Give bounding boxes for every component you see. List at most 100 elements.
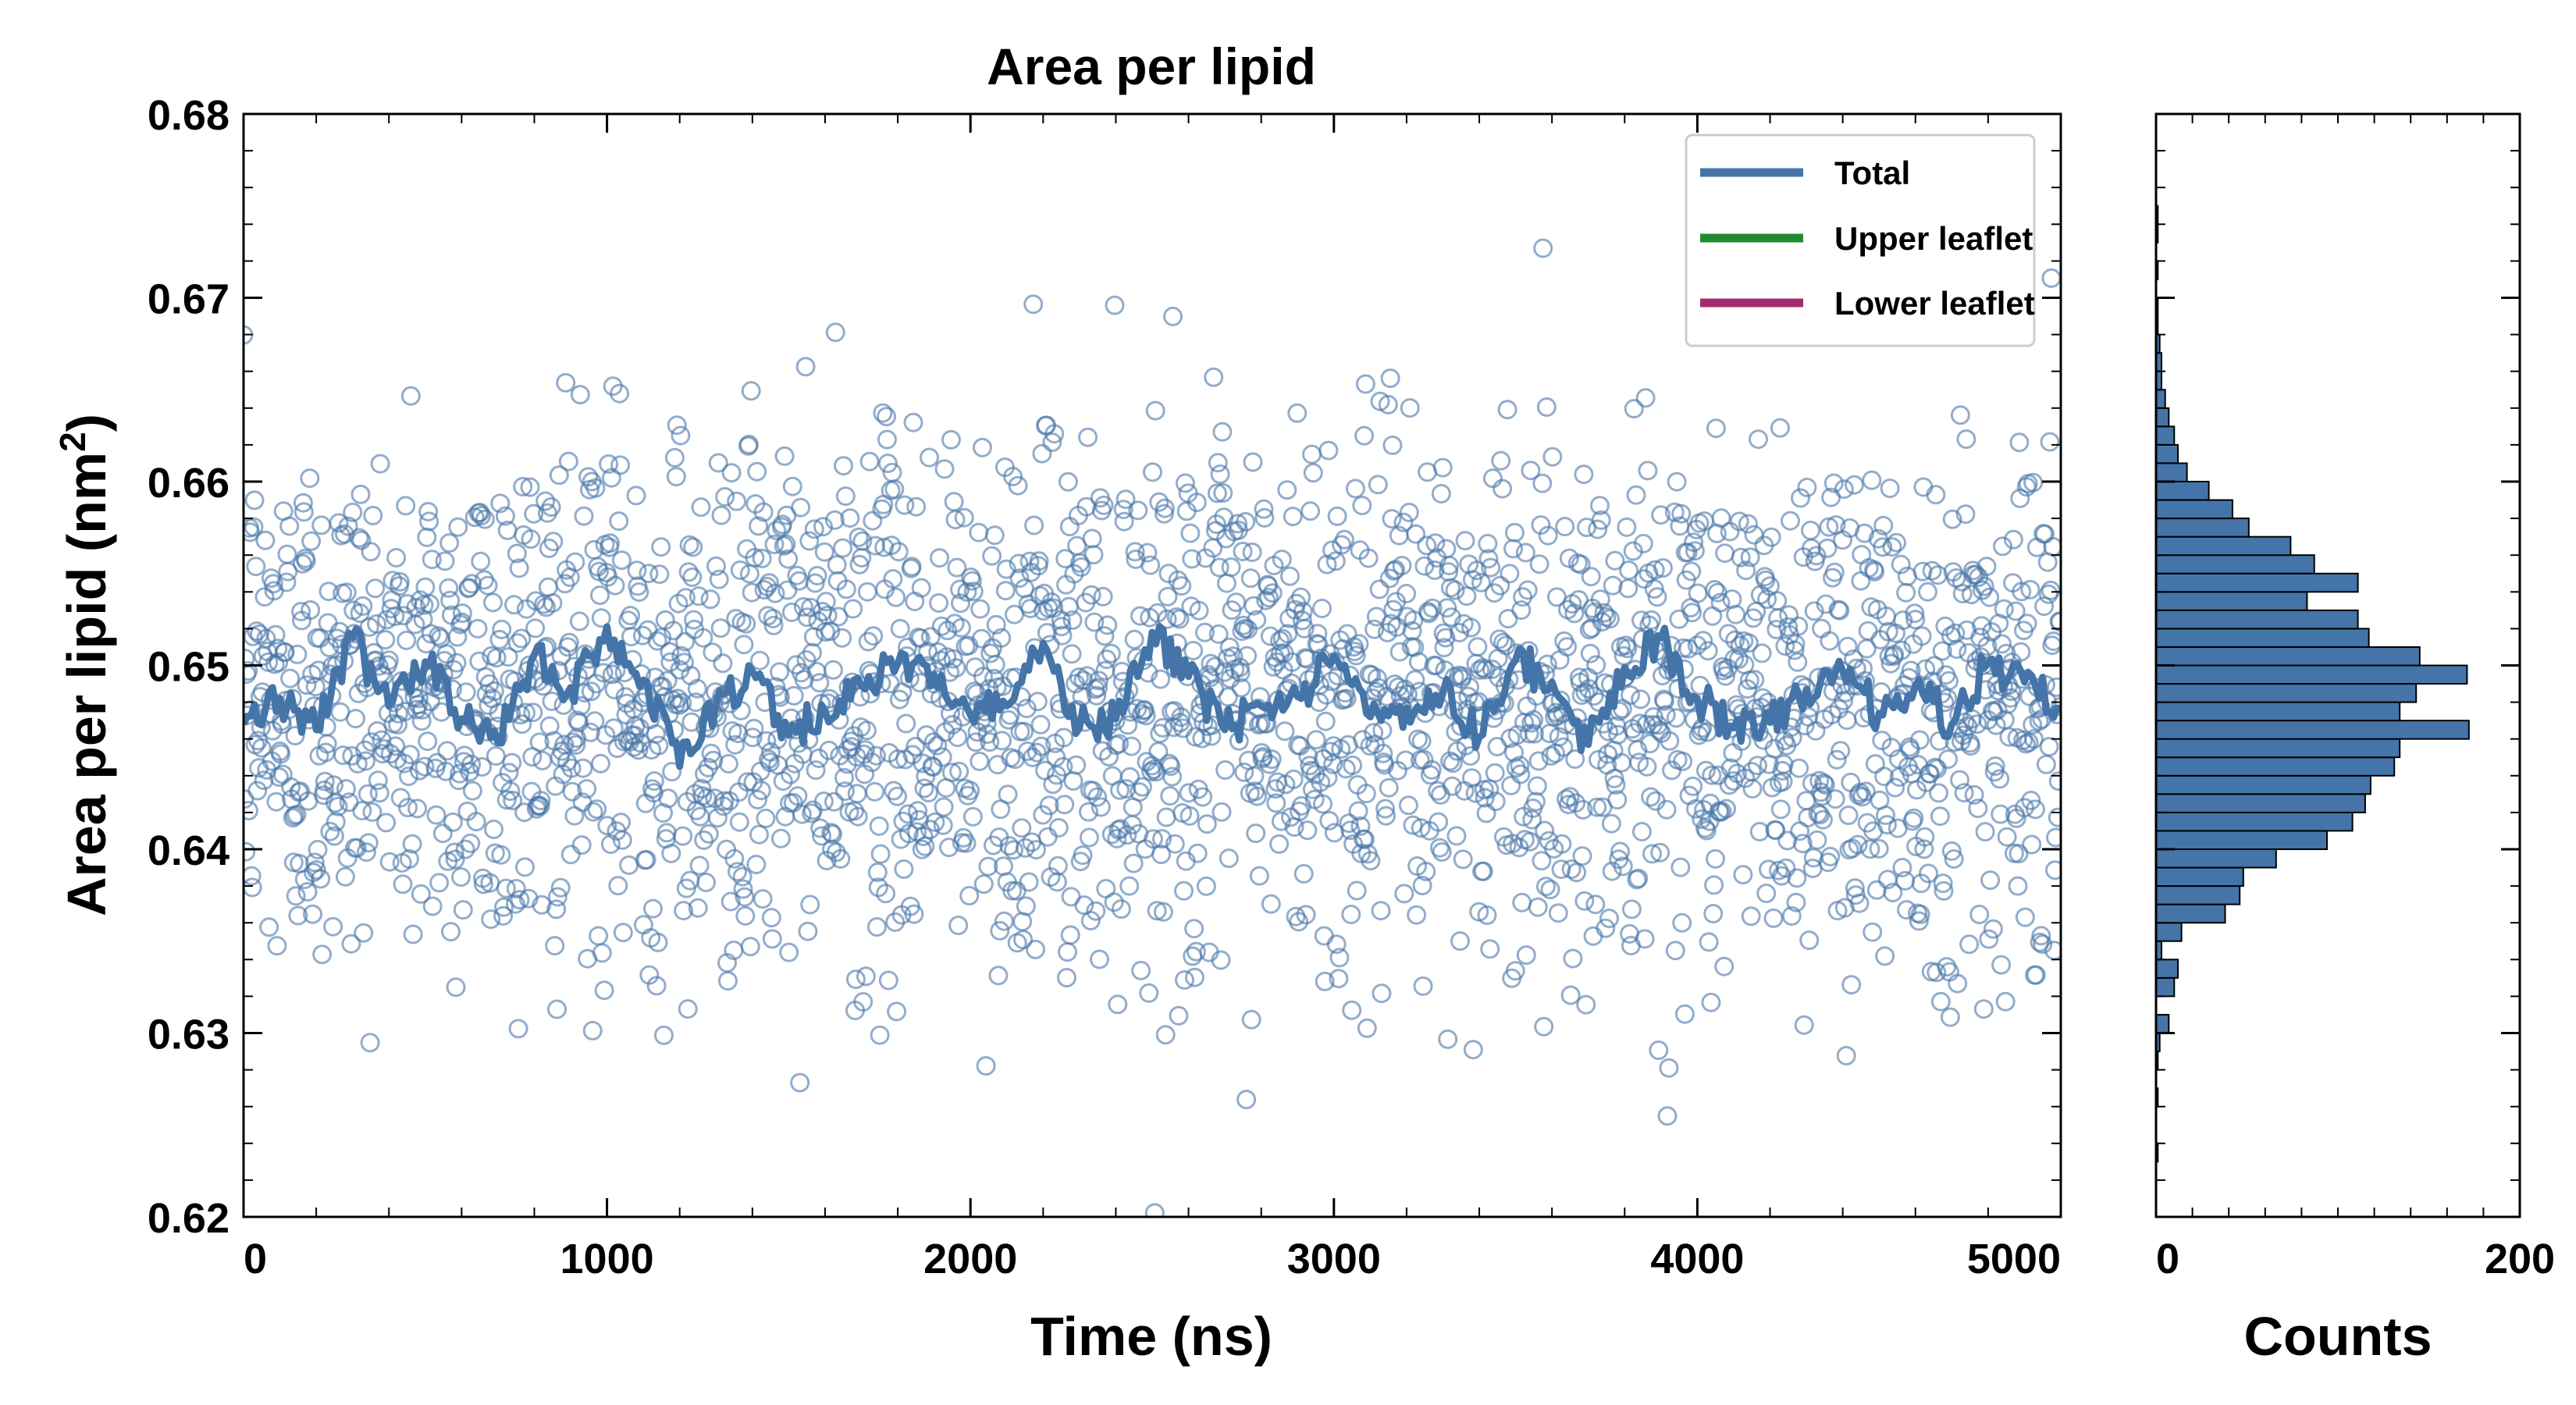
scatter-point bbox=[511, 628, 532, 649]
scatter-point bbox=[1271, 811, 1291, 831]
scatter-point bbox=[1720, 758, 1741, 778]
scatter-point bbox=[498, 647, 518, 667]
scatter-point bbox=[790, 1072, 810, 1093]
scatter-point bbox=[1642, 610, 1661, 630]
scatter-point bbox=[1980, 587, 2000, 607]
scatter-point bbox=[653, 1025, 674, 1045]
scatter-point bbox=[649, 735, 669, 756]
running-average-line-total bbox=[244, 623, 2061, 770]
scatter-point bbox=[336, 582, 357, 603]
scatter-point bbox=[1613, 856, 1633, 877]
scatter-point bbox=[1313, 794, 1332, 814]
scatter-point bbox=[1969, 905, 1990, 924]
scatter-point bbox=[1607, 790, 1628, 810]
scatter-point bbox=[664, 621, 684, 641]
scatter-point bbox=[1465, 783, 1485, 803]
scatter-point bbox=[1875, 946, 1895, 966]
scatter-point bbox=[1631, 689, 1651, 710]
scatter-point bbox=[1699, 932, 1719, 952]
scatter-point bbox=[1500, 564, 1520, 584]
scatter-point bbox=[1231, 678, 1251, 698]
scatter-point bbox=[402, 834, 422, 854]
scatter-point bbox=[738, 435, 759, 454]
scatter-point bbox=[1334, 529, 1354, 550]
scatter-point bbox=[1712, 802, 1732, 821]
scatter-point bbox=[1346, 646, 1366, 666]
scatter-point bbox=[1930, 991, 1951, 1012]
scatter-point bbox=[1606, 775, 1626, 795]
scatter-point bbox=[1797, 478, 1817, 497]
scatter-point bbox=[859, 451, 880, 471]
scatter-point bbox=[468, 618, 488, 638]
scatter-point bbox=[934, 797, 954, 817]
scatter-point bbox=[481, 909, 501, 930]
scatter-point bbox=[988, 966, 1009, 986]
scatter-point bbox=[774, 446, 795, 466]
scatter-point bbox=[1323, 754, 1343, 774]
scatter-point bbox=[365, 578, 386, 599]
scatter-point bbox=[1417, 535, 1437, 556]
scatter-point bbox=[2024, 729, 2044, 749]
scatter-point bbox=[323, 916, 343, 937]
scatter-point bbox=[1117, 825, 1137, 845]
scatter-point bbox=[742, 727, 763, 748]
scatter-point bbox=[1619, 560, 1639, 581]
scatter-point bbox=[254, 770, 274, 791]
scatter-point bbox=[422, 896, 443, 916]
scatter-point bbox=[1525, 724, 1544, 744]
scatter-point bbox=[582, 1020, 603, 1040]
scatter-point bbox=[1013, 930, 1034, 950]
scatter-point bbox=[799, 531, 820, 551]
scatter-point bbox=[735, 905, 756, 926]
scatter-point bbox=[1524, 710, 1544, 730]
scatter-point bbox=[1262, 583, 1283, 603]
scatter-point bbox=[866, 917, 887, 937]
scatter-point bbox=[2005, 601, 2026, 621]
scatter-point bbox=[778, 549, 799, 569]
scatter-point bbox=[626, 486, 646, 506]
scatter-point bbox=[1716, 666, 1735, 686]
scatter-point bbox=[1382, 436, 1403, 455]
scatter-point bbox=[1572, 846, 1592, 866]
scatter-point bbox=[1347, 880, 1367, 901]
scatter-point bbox=[1980, 870, 2001, 891]
histogram-bar bbox=[2156, 443, 2179, 464]
scatter-point bbox=[727, 491, 747, 511]
scatter-point bbox=[679, 535, 699, 555]
scatter-point bbox=[1230, 663, 1251, 683]
scatter-point bbox=[1182, 549, 1202, 569]
scatter-point bbox=[1213, 483, 1233, 503]
scatter-point bbox=[1933, 873, 1953, 894]
scatter-point bbox=[970, 599, 991, 619]
scatter-point bbox=[2022, 834, 2042, 855]
scatter-point bbox=[1626, 485, 1646, 505]
scatter-point bbox=[590, 753, 610, 774]
scatter-point bbox=[1155, 498, 1175, 518]
scatter-point bbox=[1874, 767, 1895, 787]
scatter-point bbox=[304, 852, 325, 873]
scatter-point bbox=[791, 497, 811, 518]
scatter-point bbox=[558, 451, 578, 471]
scatter-point bbox=[793, 597, 813, 617]
scatter-point bbox=[1776, 858, 1796, 878]
scatter-point bbox=[1054, 727, 1074, 748]
scatter-point bbox=[714, 791, 735, 811]
scatter-point bbox=[666, 467, 686, 487]
y-tick-label: 0.67 bbox=[148, 276, 229, 323]
scatter-point bbox=[483, 592, 503, 613]
scatter-point bbox=[1532, 851, 1552, 871]
scatter-point bbox=[770, 662, 790, 682]
scatter-point bbox=[244, 522, 260, 542]
scatter-point bbox=[2041, 580, 2061, 600]
scatter-point bbox=[493, 905, 514, 926]
scatter-point bbox=[1967, 714, 1987, 735]
scatter-point bbox=[2003, 529, 2023, 550]
scatter-point bbox=[1026, 840, 1046, 860]
legend-label-lower-leaflet: Lower leaflet bbox=[1834, 285, 2035, 322]
scatter-point bbox=[1552, 834, 1572, 854]
scatter-point bbox=[2040, 432, 2060, 452]
scatter-point bbox=[1819, 517, 1839, 537]
scatter-point bbox=[1303, 463, 1323, 483]
scatter-point bbox=[1436, 628, 1456, 648]
scatter-point bbox=[736, 614, 756, 634]
